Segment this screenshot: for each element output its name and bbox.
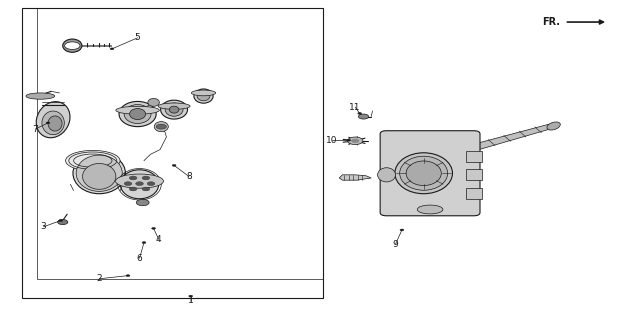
Text: 11: 11 bbox=[349, 103, 361, 112]
Circle shape bbox=[58, 220, 68, 225]
Ellipse shape bbox=[197, 91, 210, 101]
Ellipse shape bbox=[48, 116, 62, 131]
Circle shape bbox=[142, 242, 146, 243]
Circle shape bbox=[136, 182, 143, 186]
Circle shape bbox=[400, 229, 404, 231]
Ellipse shape bbox=[378, 168, 396, 182]
Circle shape bbox=[348, 137, 363, 145]
Polygon shape bbox=[458, 124, 554, 154]
Circle shape bbox=[65, 42, 80, 49]
Circle shape bbox=[358, 114, 369, 119]
Ellipse shape bbox=[547, 122, 560, 130]
Bar bbox=[22, 8, 323, 298]
Text: 1: 1 bbox=[188, 296, 193, 305]
Text: 2: 2 bbox=[97, 274, 102, 283]
Ellipse shape bbox=[165, 103, 183, 116]
Ellipse shape bbox=[417, 205, 443, 214]
Bar bbox=[466, 188, 482, 199]
Ellipse shape bbox=[83, 163, 116, 189]
Text: 7: 7 bbox=[33, 125, 38, 134]
Circle shape bbox=[124, 182, 132, 186]
Polygon shape bbox=[339, 175, 371, 180]
Ellipse shape bbox=[119, 101, 156, 127]
Circle shape bbox=[351, 139, 359, 143]
Ellipse shape bbox=[191, 90, 216, 96]
Ellipse shape bbox=[158, 103, 190, 109]
Text: 4: 4 bbox=[156, 235, 161, 244]
Ellipse shape bbox=[124, 105, 151, 123]
Circle shape bbox=[126, 275, 130, 277]
Ellipse shape bbox=[116, 174, 164, 188]
Text: 3: 3 bbox=[41, 222, 46, 231]
Ellipse shape bbox=[399, 156, 448, 190]
Ellipse shape bbox=[148, 98, 159, 106]
Circle shape bbox=[136, 199, 149, 206]
Circle shape bbox=[156, 124, 166, 129]
Circle shape bbox=[110, 48, 114, 50]
Text: 6: 6 bbox=[137, 254, 142, 263]
Ellipse shape bbox=[194, 89, 213, 103]
Text: 10: 10 bbox=[326, 136, 337, 145]
Circle shape bbox=[142, 176, 150, 180]
Circle shape bbox=[152, 227, 156, 229]
Ellipse shape bbox=[63, 39, 82, 52]
Ellipse shape bbox=[65, 151, 120, 171]
Circle shape bbox=[358, 112, 362, 114]
Bar bbox=[37, 8, 323, 279]
Circle shape bbox=[59, 220, 63, 221]
Text: FR.: FR. bbox=[542, 17, 560, 27]
Circle shape bbox=[129, 187, 137, 191]
Ellipse shape bbox=[154, 122, 168, 132]
Circle shape bbox=[347, 139, 351, 141]
Text: 5: 5 bbox=[135, 33, 140, 42]
Ellipse shape bbox=[169, 106, 179, 113]
Ellipse shape bbox=[161, 100, 188, 119]
Ellipse shape bbox=[42, 111, 65, 135]
Text: 8: 8 bbox=[186, 172, 191, 181]
Ellipse shape bbox=[120, 170, 159, 199]
Ellipse shape bbox=[36, 102, 70, 138]
Bar bbox=[466, 169, 482, 180]
FancyBboxPatch shape bbox=[380, 131, 480, 216]
Ellipse shape bbox=[406, 161, 442, 186]
Circle shape bbox=[129, 176, 137, 180]
Circle shape bbox=[147, 182, 155, 186]
Circle shape bbox=[189, 295, 193, 297]
Text: 9: 9 bbox=[393, 240, 398, 249]
Circle shape bbox=[172, 164, 176, 166]
Circle shape bbox=[46, 122, 50, 124]
Ellipse shape bbox=[395, 153, 452, 194]
Ellipse shape bbox=[26, 93, 55, 99]
Ellipse shape bbox=[129, 108, 146, 119]
Circle shape bbox=[142, 187, 150, 191]
Ellipse shape bbox=[116, 106, 159, 114]
Bar bbox=[466, 151, 482, 162]
Ellipse shape bbox=[73, 153, 125, 194]
Ellipse shape bbox=[76, 155, 122, 191]
